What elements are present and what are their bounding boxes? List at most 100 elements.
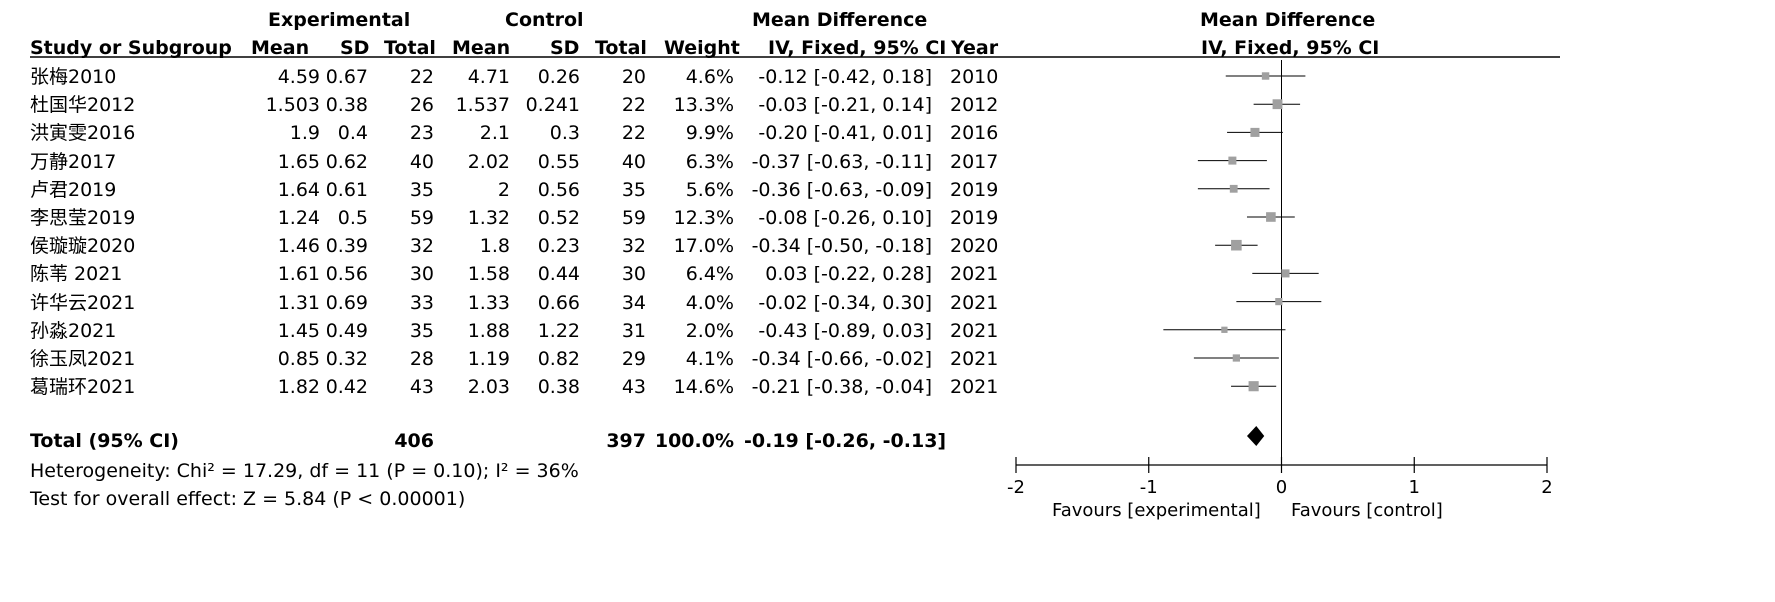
point-marker	[1228, 156, 1237, 165]
pooled-diamond	[1246, 426, 1265, 446]
total-weight: 100.0%	[654, 430, 734, 452]
sd-control: 0.55	[537, 150, 580, 173]
sd-control: 0.26	[537, 66, 580, 88]
sd-control: 0.44	[537, 263, 580, 286]
header-sd-control: SD	[550, 37, 580, 59]
point-marker	[1231, 239, 1242, 251]
study-name: 侯璇璇2020	[30, 235, 136, 258]
sd-experimental: 0.62	[325, 150, 368, 173]
sd-control: 0.38	[537, 376, 580, 399]
weight: 9.9%	[685, 122, 734, 145]
year: 2021	[950, 376, 999, 399]
total-experimental: 33	[409, 291, 434, 314]
ci: -0.37 [-0.63, -0.11]	[751, 150, 932, 173]
mean-control: 2.02	[467, 150, 510, 173]
mean-experimental: 1.24	[277, 207, 320, 229]
total-experimental: 32	[409, 235, 434, 258]
study-name: 葛瑞环2021	[30, 376, 136, 399]
total-experimental: 22	[409, 66, 434, 88]
header-ci-left: IV, Fixed, 95% CI	[768, 37, 947, 59]
header-mean-difference-left: Mean Difference	[752, 9, 928, 31]
year: 2019	[950, 207, 999, 229]
mean-control: 1.58	[467, 263, 510, 286]
sd-experimental: 0.39	[325, 235, 368, 258]
ci: -0.20 [-0.41, 0.01]	[758, 122, 932, 145]
year: 2021	[950, 291, 999, 314]
total-ci: -0.19 [-0.26, -0.13]	[744, 430, 947, 452]
total-control: 29	[621, 348, 646, 370]
sd-experimental: 0.49	[325, 319, 368, 342]
weight: 2.0%	[685, 319, 734, 342]
year: 2016	[950, 122, 999, 145]
sd-control: 0.241	[525, 94, 580, 117]
point-marker	[1261, 72, 1270, 80]
total-experimental: 43	[409, 376, 434, 399]
year: 2020	[950, 235, 999, 258]
total-control: 59	[621, 207, 646, 229]
mean-experimental: 1.45	[277, 319, 320, 342]
mean-control: 2.03	[467, 376, 510, 399]
year: 2017	[950, 150, 999, 173]
mean-experimental: 1.31	[277, 291, 320, 314]
study-name: 陈苇 2021	[30, 263, 123, 286]
ci: -0.12 [-0.42, 0.18]	[758, 66, 932, 88]
total-control: 397	[606, 430, 646, 452]
mean-control: 1.19	[467, 348, 510, 370]
header-total-control: Total	[595, 37, 647, 59]
x-tick-label: 1	[1409, 477, 1420, 498]
total-label: Total (95% CI)	[30, 430, 179, 452]
study-name: 卢君2019	[30, 178, 117, 201]
sd-control: 1.22	[537, 319, 580, 342]
year: 2021	[950, 348, 999, 370]
mean-control: 2.1	[479, 122, 510, 145]
point-marker	[1250, 127, 1260, 137]
sd-experimental: 0.4	[337, 122, 368, 145]
sd-experimental: 0.67	[325, 66, 368, 88]
mean-experimental: 1.46	[277, 235, 320, 258]
sd-experimental: 0.42	[325, 376, 368, 399]
year: 2021	[950, 319, 999, 342]
ci: -0.21 [-0.38, -0.04]	[751, 376, 932, 399]
mean-control: 1.88	[467, 319, 510, 342]
mean-control: 2	[497, 178, 510, 201]
total-control: 34	[621, 291, 646, 314]
study-name: 孙淼2021	[30, 319, 117, 342]
header-mean-control: Mean	[452, 37, 511, 59]
x-tick-label: 0	[1276, 477, 1287, 498]
x-tick-label: -2	[1007, 477, 1025, 498]
header-sd-experimental: SD	[340, 37, 370, 59]
weight: 14.6%	[673, 376, 734, 399]
total-control: 30	[621, 263, 646, 286]
sd-control: 0.52	[537, 207, 580, 229]
ci: -0.08 [-0.26, 0.10]	[758, 207, 932, 229]
favours-control-label: Favours [control]	[1291, 500, 1443, 521]
total-experimental: 35	[409, 178, 434, 201]
total-experimental: 59	[409, 207, 434, 229]
ci: -0.34 [-0.66, -0.02]	[751, 348, 932, 370]
overall-effect-text: Test for overall effect: Z = 5.84 (P < 0…	[30, 488, 466, 510]
sd-experimental: 0.61	[325, 178, 368, 201]
weight: 6.4%	[685, 263, 734, 286]
mean-experimental: 1.503	[265, 94, 320, 117]
sd-experimental: 0.56	[325, 263, 368, 286]
ci: -0.34 [-0.50, -0.18]	[751, 235, 932, 258]
total-control: 40	[621, 150, 646, 173]
mean-experimental: 1.65	[277, 150, 320, 173]
header-ci-right: IV, Fixed, 95% CI	[1201, 37, 1380, 59]
x-tick-label: -1	[1140, 477, 1158, 498]
sd-experimental: 0.38	[325, 94, 368, 117]
heterogeneity-text: Heterogeneity: Chi² = 17.29, df = 11 (P …	[30, 460, 579, 482]
total-experimental: 28	[409, 348, 434, 370]
ci: -0.43 [-0.89, 0.03]	[758, 319, 932, 342]
header-weight: Weight	[664, 37, 740, 59]
sd-control: 0.3	[549, 122, 580, 145]
header-total-experimental: Total	[384, 37, 436, 59]
ci: -0.36 [-0.63, -0.09]	[751, 178, 932, 201]
total-experimental: 30	[409, 263, 434, 286]
sd-experimental: 0.69	[325, 291, 368, 314]
total-experimental: 40	[409, 150, 434, 173]
mean-control: 1.32	[467, 207, 510, 229]
weight: 6.3%	[685, 150, 734, 173]
header-mean-experimental: Mean	[251, 37, 310, 59]
